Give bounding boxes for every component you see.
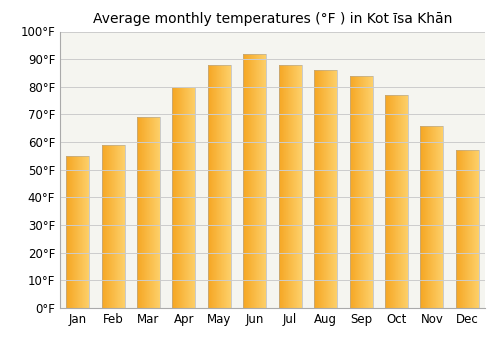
Bar <box>137 117 160 308</box>
Bar <box>350 76 372 308</box>
Bar <box>66 156 89 308</box>
Bar <box>208 65 231 308</box>
Bar <box>420 126 444 308</box>
Bar <box>314 70 337 308</box>
Bar <box>278 65 301 308</box>
Bar <box>102 145 124 308</box>
Bar <box>244 54 266 308</box>
Title: Average monthly temperatures (°F ) in Kot īsa Khān: Average monthly temperatures (°F ) in Ko… <box>93 12 452 26</box>
Bar <box>385 95 408 308</box>
Bar <box>456 150 479 308</box>
Bar <box>172 87 196 308</box>
